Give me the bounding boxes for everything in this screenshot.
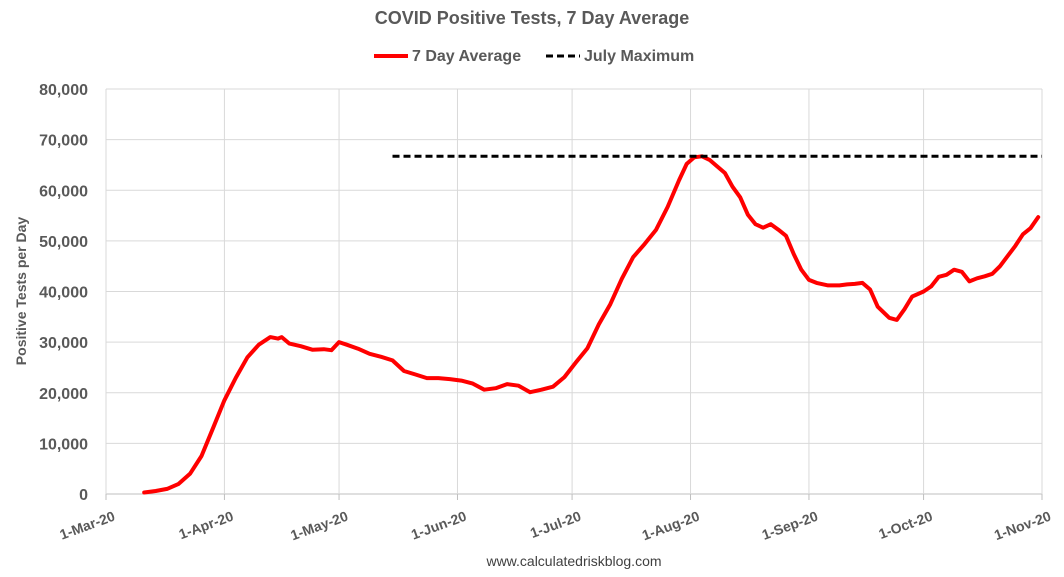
y-axis-ticks: 0 10,000 20,000 30,000 40,000 50,000 60,000 70,… [39,82,88,504]
legend: 7 Day Average July Maximum [374,48,694,65]
y-tick-label: 20,000 [39,386,88,403]
x-tick-label: 1-Jun-20 [409,508,469,543]
x-tick-label: 1-Oct-20 [876,508,934,542]
y-axis-label: Positive Tests per Day [13,217,29,366]
gridlines [105,88,1043,500]
x-tick-label: 1-Nov-20 [992,508,1053,543]
source-credit: www.calculatedriskblog.com [485,553,661,569]
x-tick-label: 1-Jul-20 [528,508,583,541]
x-tick-label: 1-May-20 [288,508,350,544]
x-tick-label: 1-Sep-20 [760,508,821,543]
plot-series [142,154,1042,495]
y-tick-label: 70,000 [39,133,88,150]
y-tick-label: 50,000 [39,234,88,251]
series-line-7-day-average [142,154,1041,495]
chart-title: COVID Positive Tests, 7 Day Average [375,8,689,28]
y-tick-label: 10,000 [39,436,88,453]
legend-label-7-day-average: 7 Day Average [412,48,521,65]
x-tick-label: 1-Mar-20 [57,508,117,543]
y-tick-label: 40,000 [39,285,88,302]
y-tick-label: 0 [79,487,88,504]
legend-label-july-maximum: July Maximum [584,48,694,65]
y-tick-label: 30,000 [39,335,88,352]
x-tick-label: 1-Apr-20 [177,508,236,543]
y-tick-label: 80,000 [39,82,88,99]
y-tick-label: 60,000 [39,183,88,200]
x-axis-ticks: 1-Mar-20 1-Apr-20 1-May-20 1-Jun-20 1-Jul-20… [57,508,1053,544]
x-tick-label: 1-Aug-20 [640,508,702,544]
